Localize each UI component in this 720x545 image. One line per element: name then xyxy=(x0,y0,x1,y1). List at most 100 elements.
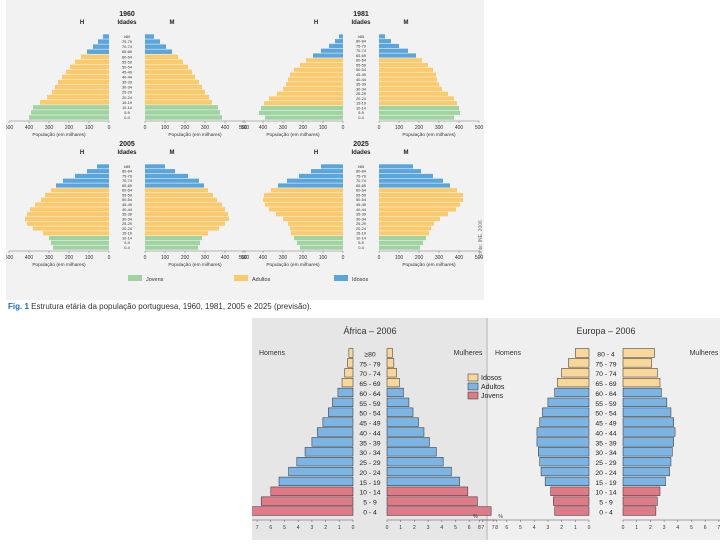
bar-women xyxy=(145,245,198,250)
bar-men xyxy=(347,358,354,368)
bar-men xyxy=(52,89,109,95)
bar-women xyxy=(386,486,469,496)
bar-women xyxy=(145,231,208,236)
bar-men xyxy=(259,110,343,115)
bar-men xyxy=(265,202,343,207)
bar-women xyxy=(622,358,653,368)
bar-men xyxy=(294,235,343,241)
legend-swatch-idosos xyxy=(334,275,348,281)
bar-women xyxy=(386,427,425,437)
bar-women xyxy=(379,240,423,245)
age-label: 45-49 xyxy=(122,202,132,207)
europe-panel-background xyxy=(488,318,720,540)
tick-label-right: 0 xyxy=(622,525,625,531)
bar-women xyxy=(379,43,399,49)
bar-men xyxy=(547,397,590,407)
bar-men xyxy=(575,348,590,358)
age-label: 5-9 xyxy=(124,110,130,115)
bar-men xyxy=(321,48,343,53)
bar-men xyxy=(55,84,109,90)
women-label: Mulheres xyxy=(690,350,719,357)
age-label: 35-39 xyxy=(122,80,132,85)
tick-label-left: 1 xyxy=(574,525,577,531)
age-label: ≥80 xyxy=(364,351,376,358)
tick-label-left: 400 xyxy=(25,125,34,131)
bar-women xyxy=(386,387,404,398)
pyramid-year-title: 1960 xyxy=(119,11,135,18)
bar-men xyxy=(300,62,343,68)
bar-women xyxy=(379,216,440,222)
age-label: 20-24 xyxy=(122,226,133,231)
bar-women xyxy=(379,110,460,115)
bar-men xyxy=(341,377,354,388)
women-header: M xyxy=(170,20,175,26)
bar-women xyxy=(145,226,219,231)
bar-women xyxy=(379,221,434,226)
tick-label-left: 100 xyxy=(85,255,94,261)
bar-men xyxy=(288,466,354,477)
age-label: 5-9 xyxy=(358,240,364,245)
bar-women xyxy=(622,457,672,467)
bar-men xyxy=(561,368,590,378)
age-label: 35-39 xyxy=(122,212,132,217)
age-label: 75 - 79 xyxy=(359,361,380,368)
bar-men xyxy=(296,457,354,467)
age-label: 40-44 xyxy=(122,207,133,212)
bar-men xyxy=(539,457,590,467)
age-label: 30-34 xyxy=(356,216,367,221)
age-label: 50-54 xyxy=(356,197,367,202)
women-header: M xyxy=(404,20,409,26)
age-label: 60-64 xyxy=(122,54,133,59)
bar-women xyxy=(379,202,460,207)
age-label: ≥85 xyxy=(358,34,364,39)
bar-women xyxy=(145,164,165,169)
bar-women xyxy=(379,105,459,111)
tick-label-left: 8 xyxy=(478,525,481,531)
age-label: 65 - 69 xyxy=(595,381,616,388)
bar-men xyxy=(557,377,590,388)
bar-men xyxy=(294,67,343,72)
image-credit: Fonte: INE, 2006 xyxy=(478,220,484,258)
tick-label-right: 4 xyxy=(676,525,679,531)
bar-women xyxy=(145,105,218,110)
bar-women xyxy=(145,34,154,39)
bar-women xyxy=(379,235,426,241)
tick-label-right: 0 xyxy=(144,255,147,261)
tick-label-left: 6 xyxy=(505,525,508,531)
legend-swatch-jovens xyxy=(128,275,142,281)
age-label: 50-54 xyxy=(122,197,133,202)
bar-women xyxy=(379,91,448,96)
bar-women xyxy=(145,79,199,85)
age-label: 30-34 xyxy=(356,86,367,91)
tick-label-right: 0 xyxy=(378,255,381,261)
age-label: 75-79 xyxy=(356,43,366,48)
age-label: 80 - 4 xyxy=(597,351,615,358)
tick-label-right: 6 xyxy=(468,525,471,531)
age-label: 60 - 64 xyxy=(595,391,616,398)
bar-men xyxy=(550,486,590,496)
bar-men xyxy=(568,358,590,368)
bar-women xyxy=(379,169,421,174)
bar-women xyxy=(379,173,433,179)
caption-label: Fig. 1 xyxy=(8,302,29,311)
tick-label-left: 400 xyxy=(259,125,268,131)
age-label: 80-84 xyxy=(356,169,367,174)
age-label: 55-59 xyxy=(356,192,366,197)
bar-women xyxy=(379,231,429,236)
bar-men xyxy=(554,387,590,398)
bar-men xyxy=(30,207,109,212)
bar-women xyxy=(386,437,430,447)
tick-label-left: 400 xyxy=(259,255,268,261)
bar-women xyxy=(379,197,463,202)
bar-men xyxy=(311,437,354,447)
age-label: 40-44 xyxy=(356,207,367,212)
unit-label-right: % xyxy=(498,514,503,520)
age-label: 0 - 4 xyxy=(599,510,613,517)
bar-men xyxy=(264,101,343,106)
tick-label-left: 3 xyxy=(547,525,550,531)
age-label: 45 - 49 xyxy=(359,421,380,428)
age-label: 10 - 14 xyxy=(359,490,380,497)
bar-women xyxy=(622,397,668,407)
bar-men xyxy=(344,368,354,378)
